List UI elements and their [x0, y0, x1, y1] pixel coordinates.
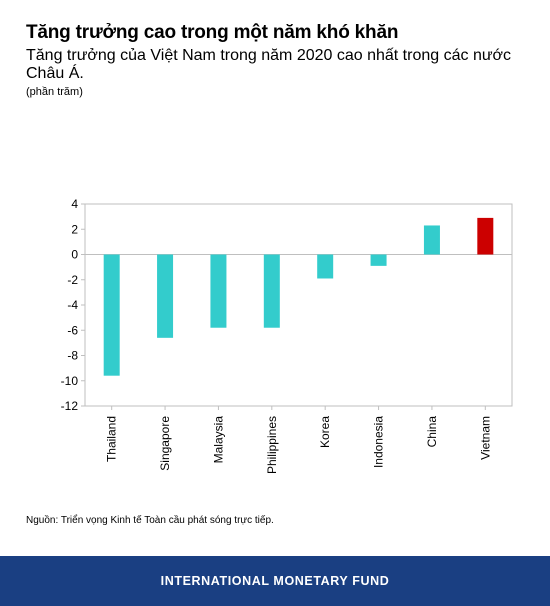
y-tick-label: 4 [71, 197, 78, 211]
y-tick-label: -8 [67, 349, 78, 363]
footer-bar: INTERNATIONAL MONETARY FUND [0, 556, 550, 606]
x-tick-label-malaysia: Malaysia [211, 416, 225, 464]
bar-philippines [263, 254, 280, 328]
x-tick-label-philippines: Philippines [265, 416, 279, 474]
x-tick-label-china: China [425, 416, 439, 448]
bar-chart: 4 2 0 -2 -4 -6 -8 -10 -12 Thailand Singapore Malays… [61, 197, 513, 474]
chart-axes [84, 203, 513, 407]
x-tick-label-indonesia: Indonesia [372, 416, 386, 468]
x-tick-label-korea: Korea [318, 416, 332, 448]
source-note: Nguồn: Triển vọng Kinh tế Toàn cầu phát … [26, 515, 274, 526]
bar-china [423, 225, 440, 255]
y-tick-label: -12 [61, 399, 79, 413]
chart-bars [103, 217, 494, 376]
x-tick-label-vietnam: Vietnam [478, 416, 492, 460]
chart-ticks: 4 2 0 -2 -4 -6 -8 -10 -12 Thailand Singapore Malays… [61, 197, 493, 474]
bar-malaysia [210, 254, 227, 328]
y-tick-label: 2 [71, 222, 78, 236]
bar-thailand [103, 254, 120, 376]
x-tick-label-thailand: Thailand [105, 416, 119, 462]
plot-frame [84, 203, 513, 407]
x-tick-label-singapore: Singapore [158, 416, 172, 471]
unit-label: (phần trăm) [26, 86, 83, 98]
bar-korea [317, 254, 334, 279]
footer-brand: INTERNATIONAL MONETARY FUND [160, 574, 390, 588]
y-tick-label: 0 [71, 248, 78, 262]
bar-vietnam [477, 217, 494, 255]
y-tick-label: -10 [61, 374, 79, 388]
chart-subtitle: Tăng trưởng của Việt Nam trong năm 2020 … [26, 47, 512, 82]
bar-indonesia [370, 254, 387, 266]
y-tick-label: -6 [67, 323, 78, 337]
chart-title: Tăng trưởng cao trong một năm khó khăn [26, 22, 399, 43]
y-tick-label: -2 [67, 273, 78, 287]
bar-singapore [157, 254, 174, 338]
y-tick-label: -4 [67, 298, 78, 312]
